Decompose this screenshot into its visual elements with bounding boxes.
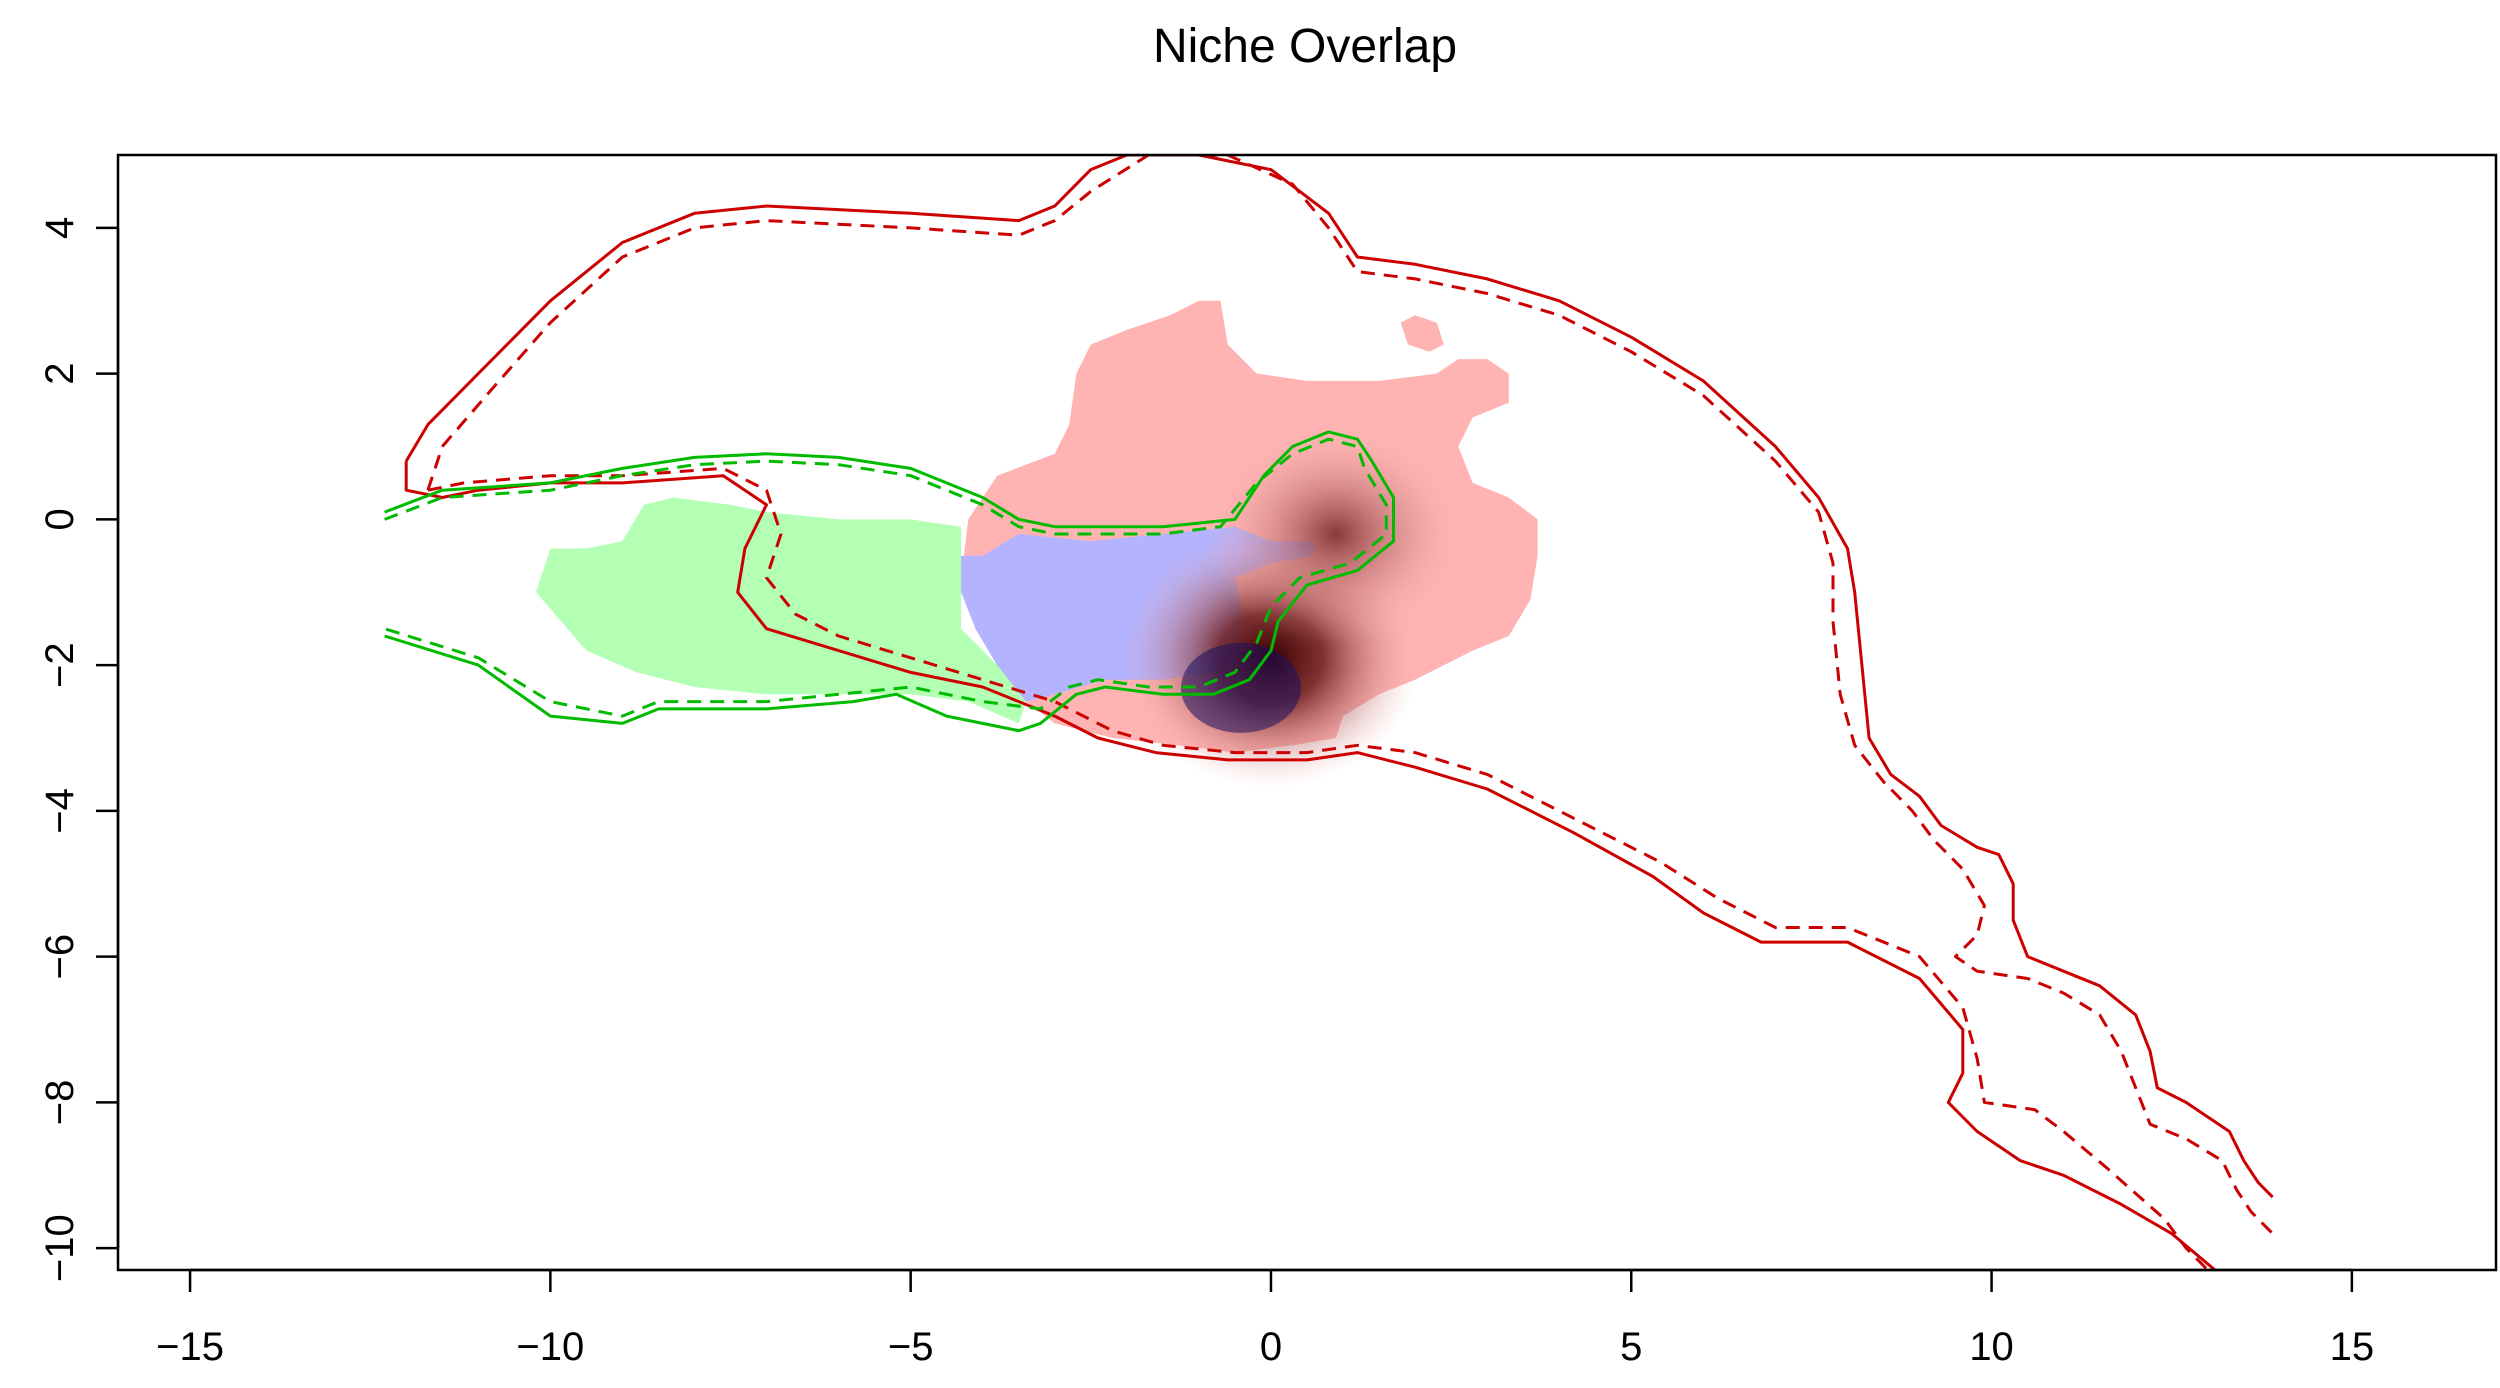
- contour-environmental-extent-4: [384, 430, 1395, 733]
- contour-lines: [384, 155, 2274, 1270]
- x-axis: −15 −10 −5 0 5 10 15: [156, 1268, 2375, 1369]
- plot-area: [384, 155, 2274, 1270]
- y-tick-label: −6: [38, 934, 82, 980]
- chart-title: Niche Overlap: [1153, 20, 1457, 73]
- contour-environmental-extent-outer-3: [426, 155, 2274, 1235]
- contour-environmental-extent-outer-2: [427, 466, 2209, 1270]
- y-tick-label: −2: [38, 642, 82, 688]
- density-peaks: [1120, 423, 1466, 788]
- y-tick-label: −10: [38, 1214, 82, 1282]
- region-niche-species-1-island-1: [1400, 315, 1444, 352]
- x-tick-label: 15: [2330, 1325, 2375, 1369]
- density-peak-overlap-tint: [1180, 642, 1301, 733]
- x-tick-label: −15: [156, 1325, 224, 1369]
- y-tick-label: 4: [38, 217, 82, 239]
- y-tick-label: −8: [38, 1080, 82, 1126]
- contour-environmental-extent-outer-5: [384, 437, 1388, 718]
- x-tick-label: 5: [1620, 1325, 1642, 1369]
- y-tick-label: −4: [38, 788, 82, 834]
- x-tick-label: 10: [1969, 1325, 2014, 1369]
- y-axis: −10 −8 −6 −4 −2 0 2 4: [38, 217, 120, 1282]
- region-niche-species-2-2: [536, 497, 1026, 724]
- x-tick-label: −5: [888, 1325, 934, 1369]
- density-peak-secondary: [1205, 423, 1466, 644]
- contour-environmental-extent-1: [404, 155, 2274, 1199]
- contour-environmental-extent-0: [404, 461, 2216, 1270]
- y-tick-label: 0: [38, 508, 82, 530]
- x-tick-label: 0: [1260, 1325, 1282, 1369]
- x-tick-label: −10: [516, 1325, 584, 1369]
- y-tick-label: 2: [38, 363, 82, 385]
